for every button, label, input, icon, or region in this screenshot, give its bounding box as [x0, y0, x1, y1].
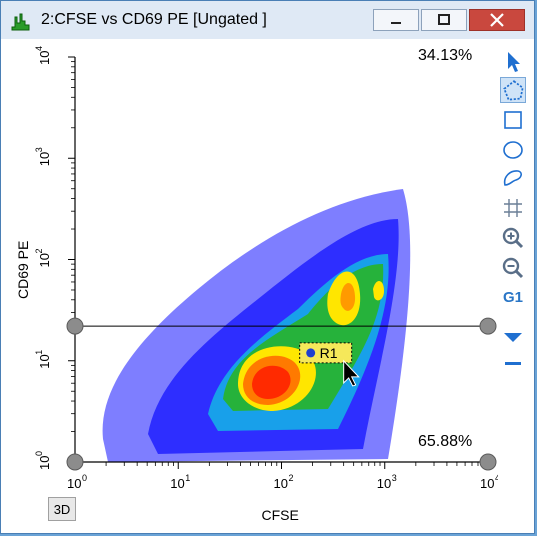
freehand-gate-tool[interactable]: [500, 165, 526, 191]
gate-toolbar: G1: [498, 47, 528, 422]
y-tick-label: 10: [37, 152, 52, 166]
y-tick-exponent: 0: [34, 451, 44, 456]
zoom-in-button[interactable]: [500, 225, 526, 251]
dropdown-icon: [504, 333, 522, 342]
x-tick-exponent: 4: [495, 473, 498, 483]
y-tick-label: 10: [37, 51, 52, 65]
density-contour: [340, 282, 356, 311]
g1-button[interactable]: G1: [502, 289, 523, 306]
rectangle-gate-icon: [504, 111, 522, 129]
x-tick-exponent: 1: [185, 473, 190, 483]
histogram-app-icon: [11, 13, 30, 31]
pointer-icon: [508, 52, 520, 72]
plot-area: 10 0 10 0 10 1 10 1 10 2 10 2 10 3 10 3 10 4 10 4 CFSE CD69 P…: [8, 39, 528, 528]
y-tick-exponent: 2: [34, 248, 44, 253]
minus-icon: [505, 362, 521, 365]
polygon-gate-icon: [503, 80, 524, 101]
close-button[interactable]: [469, 9, 525, 31]
mouse-cursor-icon: [343, 359, 360, 387]
quadrant-upper-percent: 34.13%: [418, 47, 473, 64]
rectangle-gate-tool[interactable]: [500, 107, 526, 133]
quadrant-handle[interactable]: [66, 453, 84, 471]
y-tick-exponent: 4: [34, 46, 44, 51]
x-tick-exponent: 3: [392, 473, 397, 483]
ellipse-gate-tool[interactable]: [500, 137, 526, 163]
title-bar[interactable]: 2:CFSE vs CD69 PE [Ungated ]: [1, 1, 534, 39]
region-r1-box[interactable]: [299, 342, 353, 364]
x-tick-exponent: 2: [289, 473, 294, 483]
density-cloud: [102, 189, 411, 462]
density-contour: [252, 365, 291, 399]
region-anchor-dot[interactable]: [306, 348, 316, 358]
x-tick-label: 10: [377, 476, 391, 491]
zoom-out-button[interactable]: [500, 255, 526, 281]
y-axis-title: CD69 PE: [15, 241, 31, 299]
quadrant-lower-percent: 65.88%: [418, 433, 473, 450]
x-tick-label: 10: [170, 476, 184, 491]
remove-button[interactable]: [500, 351, 526, 377]
region-r1-label: R1: [320, 345, 338, 361]
dropdown-button[interactable]: [500, 325, 526, 351]
minimize-icon: [391, 22, 401, 24]
x-tick-exponent: 0: [82, 473, 87, 483]
maximize-icon: [438, 14, 450, 25]
ellipse-gate-icon: [503, 141, 523, 159]
freehand-gate-icon: [503, 170, 522, 186]
minimize-button[interactable]: [373, 9, 419, 31]
quadrant-gate-icon: [504, 199, 522, 217]
y-tick-label: 10: [37, 456, 52, 470]
maximize-button[interactable]: [421, 9, 467, 31]
x-tick-label: 10: [274, 476, 288, 491]
y-tick-label: 10: [37, 253, 52, 267]
quadrant-handle[interactable]: [479, 317, 497, 335]
3d-view-button[interactable]: 3D: [48, 497, 76, 521]
quadrant-handle[interactable]: [479, 453, 497, 471]
x-tick-label: 10: [480, 476, 494, 491]
zoom-in-icon: [502, 227, 524, 249]
x-tick-label: 10: [67, 476, 81, 491]
y-tick-exponent: 1: [34, 350, 44, 355]
density-contour: [373, 280, 384, 301]
zoom-out-icon: [502, 257, 524, 279]
quadrant-gate-tool[interactable]: [500, 195, 526, 221]
pointer-tool[interactable]: [500, 49, 526, 75]
close-icon: [490, 13, 504, 27]
quadrant-handle[interactable]: [66, 317, 84, 335]
x-axis-title: CFSE: [262, 507, 299, 523]
window-title: 2:CFSE vs CD69 PE [Ungated ]: [41, 11, 267, 28]
y-tick-label: 10: [37, 354, 52, 368]
y-tick-exponent: 3: [34, 147, 44, 152]
polygon-gate-tool[interactable]: [500, 77, 526, 103]
